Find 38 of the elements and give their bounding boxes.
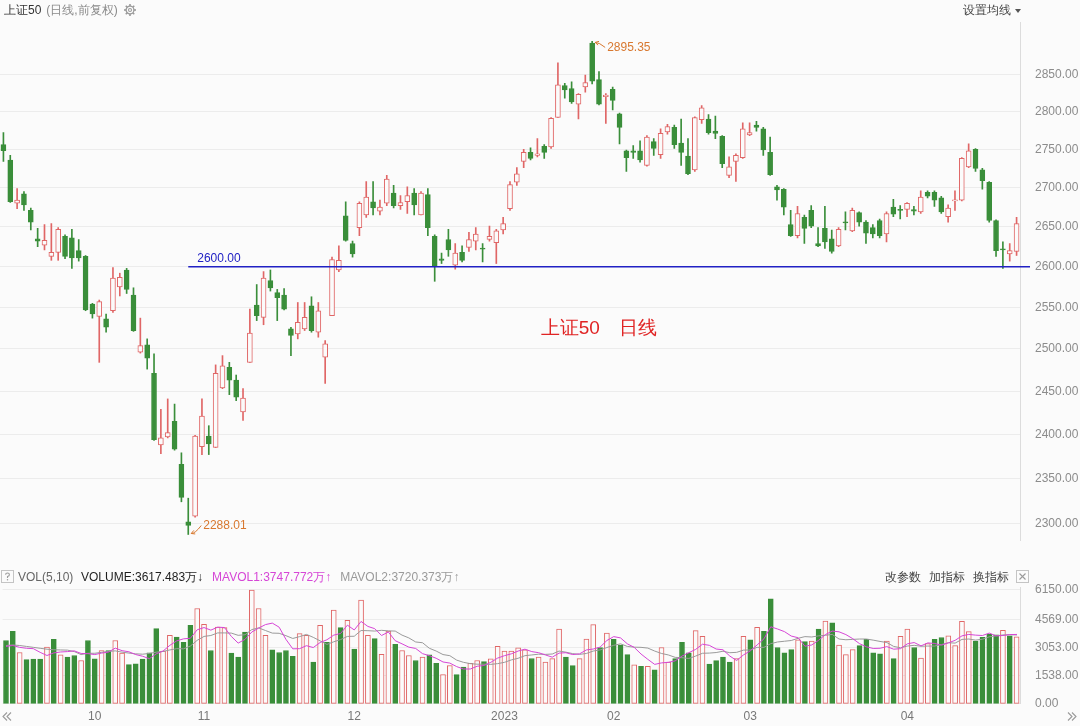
y-tick-label: 2700.00 — [1035, 180, 1079, 195]
text: 加指标 — [929, 570, 965, 584]
x-tick-label: 2023 — [491, 709, 519, 724]
chart-subtitle: (日线,前复权) — [46, 3, 118, 17]
y-tick-label: 2850.00 — [1035, 66, 1079, 81]
y-tick-label: 1538.00 — [1035, 667, 1079, 682]
annotation: 上证50 日线 — [540, 317, 657, 339]
y-tick-label: 2550.00 — [1035, 299, 1079, 314]
text: MAVOL2:3720.373万↑ — [340, 570, 460, 584]
text: 换指标 — [973, 570, 1009, 584]
y-tick-label: 2350.00 — [1035, 470, 1079, 485]
y-tick-label: 3053.00 — [1035, 639, 1079, 654]
y-tick-label: 2650.00 — [1035, 219, 1079, 234]
x-tick-label: 11 — [197, 709, 211, 724]
x-tick-label: 10 — [88, 709, 102, 724]
annotation: 2895.35 — [607, 39, 651, 54]
x-tick-label: 03 — [743, 709, 758, 724]
text: VOLUME:3617.483万↓ — [81, 570, 204, 584]
x-tick-label: 04 — [900, 709, 915, 724]
chart-title: VOL(5,10) — [18, 570, 74, 584]
annotation: 2288.01 — [203, 517, 247, 532]
ref-line-label: 2600.00 — [197, 251, 241, 266]
y-tick-label: 2400.00 — [1035, 426, 1079, 441]
y-tick-label: 2500.00 — [1035, 341, 1079, 356]
y-tick-label: 0.00 — [1035, 696, 1059, 711]
text: MAVOL1:3747.772万↑ — [212, 570, 332, 584]
x-tick-label: 12 — [347, 709, 362, 724]
y-tick-label: 2450.00 — [1035, 383, 1079, 398]
y-tick-label: 2300.00 — [1035, 515, 1079, 530]
y-tick-label: 2600.00 — [1035, 259, 1079, 274]
y-tick-label: 6150.00 — [1035, 582, 1079, 597]
text: 改参数 — [885, 570, 921, 584]
y-tick-label: 2800.00 — [1035, 103, 1079, 118]
text: 设置均线 — [963, 3, 1011, 17]
chart-title: 上证50 — [4, 3, 42, 17]
x-tick-label: 02 — [607, 709, 621, 724]
y-tick-label: 2750.00 — [1035, 141, 1079, 156]
y-tick-label: 4569.00 — [1035, 611, 1079, 626]
